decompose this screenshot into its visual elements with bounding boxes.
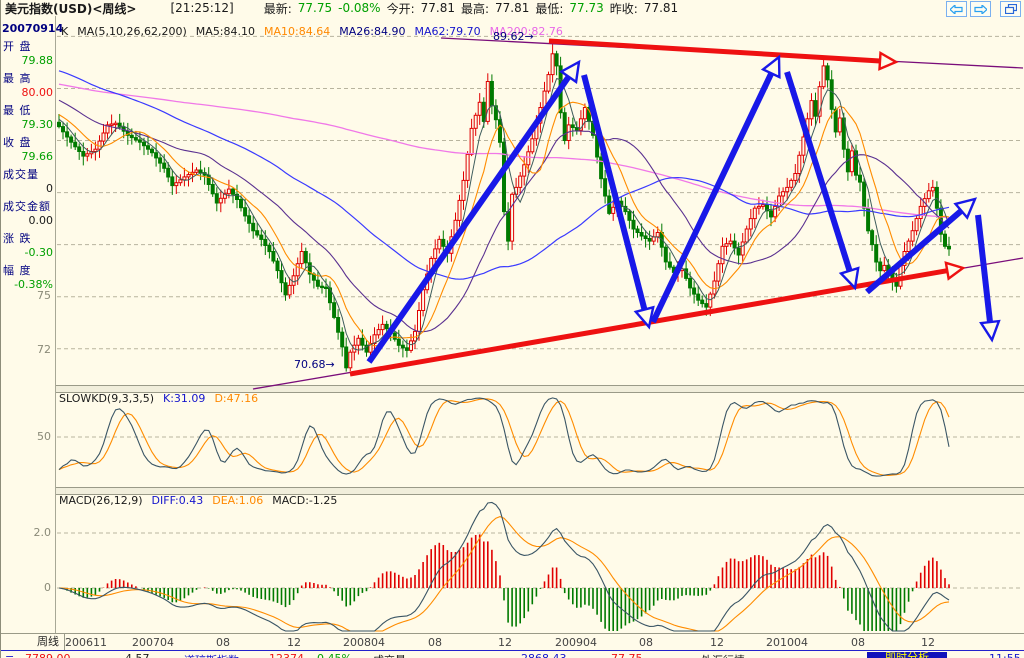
time-axis-tick: 08	[639, 636, 653, 649]
macd-axis-label-2: 2.0	[33, 526, 52, 539]
ticker-segment: 12374	[269, 652, 304, 658]
text-segment: 77.81	[643, 1, 679, 15]
time-axis-tick: 12	[498, 636, 512, 649]
quote-bar: 美元指数(USD)<周线> [21:25:12] 最新: 77.75 -0.08% 今开:…	[1, 0, 1024, 16]
text-segment: 77.81	[495, 1, 530, 15]
bottom-time: 11:55	[989, 652, 1021, 658]
left-arrow-icon	[950, 4, 963, 14]
kd-axis-label-50: 50	[37, 430, 51, 443]
forward-arrow-button[interactable]	[970, 1, 991, 17]
text-segment: 77.75	[297, 1, 333, 15]
text-segment: 昨收:	[609, 1, 638, 16]
quote-row: 成交量 0	[3, 168, 53, 195]
text-segment: 最低:	[535, 1, 564, 16]
period-label[interactable]: 周线	[1, 634, 65, 651]
quote-row: 开 盘 79.88	[3, 40, 53, 67]
macd-indicator-header: MACD(26,12,9) DIFF:0.43 DEA:1.06 MACD:-1.25	[59, 494, 337, 507]
text-segment: MACD:-1.25	[272, 494, 338, 507]
text-segment: [21:25:12]	[170, 1, 234, 15]
text-segment: SLOWKD(9,3,3,5)	[59, 392, 155, 405]
text-segment: 今开:	[386, 1, 415, 16]
ticker-segment: -0.45%	[313, 652, 352, 658]
time-axis-row: 周线 200611 200704 08 12 200804 08 12 200904 08 12 2…	[1, 633, 1024, 651]
macd-axis-label-0: 0	[44, 581, 51, 594]
quote-row: 最 高 80.00	[3, 72, 53, 99]
nav-icons	[946, 1, 1021, 17]
quote-row: 收 盘 79.66	[3, 136, 53, 163]
text-segment: DEA:1.06	[212, 494, 264, 507]
cascade-windows-icon	[1004, 4, 1017, 14]
ticker-segment: -4.57	[121, 652, 149, 658]
text-segment: -0.08%	[338, 1, 381, 15]
bottom-highlight-tab[interactable]: 即时分析	[867, 652, 947, 658]
time-axis-tick: 200704	[132, 636, 174, 649]
main-indicator-header: K MA(5,10,26,62,200) MA5:84.10 MA10:84.64 MA…	[61, 25, 563, 38]
quote-row: 幅 度 -0.38%	[3, 264, 53, 291]
text-segment: 最新:	[263, 1, 292, 16]
quote-row: 成交金额 0.00	[3, 200, 53, 227]
text-segment: K	[61, 25, 69, 38]
time-axis-tick: 200611	[65, 636, 107, 649]
sidebar-divider	[55, 16, 56, 633]
text-segment: 最高:	[460, 1, 490, 16]
text-segment: DIFF:0.43	[151, 494, 204, 507]
ticker-segment: ≡	[5, 652, 14, 658]
time-axis-tick: 200904	[555, 636, 597, 649]
time-axis-tick: 12	[921, 636, 935, 649]
high-annotation: 89.62→	[493, 30, 534, 43]
ticker-segment: 7789.00	[25, 652, 71, 658]
price-axis-label-72: 72	[37, 343, 51, 356]
text-segment: K:31.09	[163, 392, 206, 405]
ticker-segment: 2868.43	[521, 652, 567, 658]
time-axis-tick: 12	[710, 636, 724, 649]
text-segment: MACD(26,12,9)	[59, 494, 143, 507]
text-segment: MA26:84.90	[339, 25, 406, 38]
ticker-segment: 外汇行情	[701, 652, 745, 658]
back-arrow-button[interactable]	[946, 1, 967, 17]
pane-divider-2[interactable]	[1, 487, 1024, 495]
chart-canvas[interactable]	[56, 17, 1022, 633]
cascade-windows-button[interactable]	[1000, 1, 1021, 17]
time-axis-tick: 08	[428, 636, 442, 649]
text-segment: D:47.16	[214, 392, 259, 405]
time-axis-tick: 08	[851, 636, 865, 649]
bottom-ticker-strip: ≡ 7789.00 -4.57 道琼斯指数 12374 -0.45% 成交量 2868.43 7…	[1, 650, 1024, 658]
text-segment: MA200:82.76	[489, 25, 563, 38]
ticker-segment: 成交量	[373, 652, 406, 658]
selected-date: 20070914	[2, 22, 64, 35]
low-annotation: 70.68→	[294, 358, 335, 371]
time-axis-tick: 200804	[343, 636, 385, 649]
text-segment: MA62:79.70	[414, 25, 481, 38]
ticker-segment: 77.75	[611, 652, 643, 658]
time-axis-tick: 08	[216, 636, 230, 649]
time-axis-tick: 12	[287, 636, 301, 649]
quote-row: 涨 跌 -0.30	[3, 232, 53, 259]
text-segment: MA10:84.64	[264, 25, 331, 38]
text-segment: 77.73	[569, 1, 604, 15]
text-segment: MA5:84.10	[195, 25, 256, 38]
text-segment: 美元指数(USD)<周线>	[5, 1, 137, 16]
right-arrow-icon	[974, 4, 987, 14]
quote-panel: 20070914 开 盘 79.88 最 高 80.00 最 低 79.30 收 盘 79.6…	[1, 16, 64, 633]
text-segment: MA(5,10,26,62,200)	[77, 25, 187, 38]
quote-row: 最 低 79.30	[3, 104, 53, 131]
kd-indicator-header: SLOWKD(9,3,3,5) K:31.09 D:47.16	[59, 392, 258, 405]
price-axis-label-75: 75	[37, 289, 51, 302]
text-segment: 77.81	[420, 1, 455, 15]
ticker-segment: 道琼斯指数	[184, 652, 239, 658]
time-axis-tick: 201004	[766, 636, 808, 649]
